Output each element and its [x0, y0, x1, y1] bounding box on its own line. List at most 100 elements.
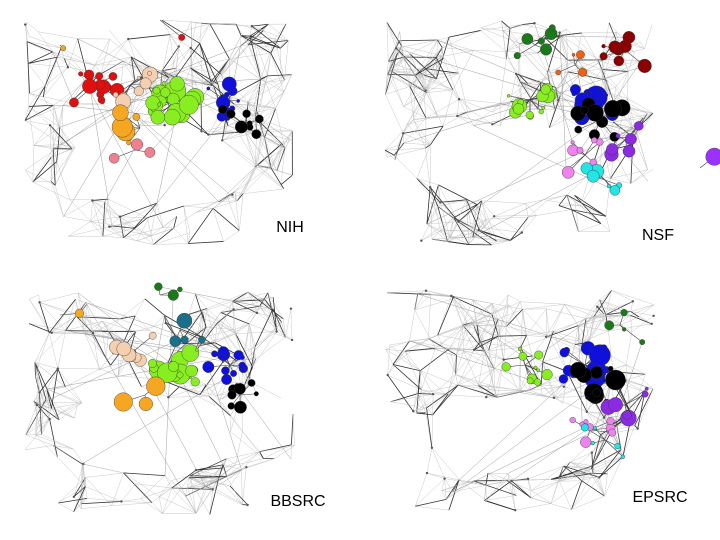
- edge: [41, 434, 74, 450]
- edge: [435, 348, 464, 352]
- edge: [502, 24, 523, 31]
- node: [541, 369, 553, 381]
- edge: [416, 144, 431, 179]
- edge: [388, 48, 397, 62]
- edge: [62, 144, 75, 148]
- edge: [630, 168, 654, 184]
- edge: [613, 113, 653, 123]
- edge: [251, 25, 281, 49]
- edge: [476, 324, 523, 357]
- edge: [51, 314, 79, 333]
- edge: [29, 294, 39, 300]
- edge: [39, 292, 79, 303]
- edge: [436, 50, 474, 58]
- edge: [385, 340, 410, 350]
- edge: [522, 304, 565, 310]
- edge: [73, 486, 86, 512]
- edge: [111, 502, 152, 506]
- edge: [494, 394, 497, 398]
- node: [525, 110, 534, 119]
- edge: [476, 325, 480, 343]
- node: [601, 44, 606, 49]
- edge: [592, 465, 605, 497]
- edge: [547, 32, 561, 73]
- edge: [206, 384, 218, 396]
- node: [180, 335, 189, 344]
- edge: [436, 78, 460, 100]
- edge: [229, 52, 271, 60]
- edge: [281, 322, 286, 338]
- edge: [83, 463, 86, 487]
- edge: [387, 147, 426, 158]
- node: [144, 147, 156, 158]
- edge: [491, 303, 499, 337]
- edge: [227, 111, 258, 126]
- edge: [491, 301, 521, 315]
- edge: [242, 357, 256, 359]
- edge: [162, 477, 190, 514]
- edge: [555, 87, 567, 119]
- edge: [403, 117, 427, 144]
- node: [420, 239, 423, 242]
- edge: [578, 325, 609, 332]
- edge: [274, 38, 281, 49]
- node: [160, 87, 171, 98]
- node: [133, 86, 144, 97]
- edge: [428, 324, 463, 339]
- node: [457, 220, 460, 223]
- edge: [463, 335, 499, 352]
- edge: [471, 480, 507, 484]
- edge: [472, 237, 497, 242]
- edge: [187, 476, 227, 489]
- edge: [417, 293, 589, 349]
- edge: [254, 308, 274, 347]
- edge: [196, 22, 210, 25]
- edge: [107, 199, 113, 227]
- node: [576, 146, 584, 154]
- edge: [257, 165, 270, 168]
- edge: [403, 39, 438, 58]
- edge: [480, 30, 506, 52]
- edge: [84, 333, 125, 341]
- edge: [409, 58, 444, 87]
- edge: [386, 22, 404, 58]
- node: [430, 446, 434, 449]
- edge: [437, 39, 474, 51]
- node: [562, 385, 566, 388]
- edge: [635, 128, 648, 170]
- edge: [29, 298, 50, 333]
- node: [221, 366, 230, 375]
- node: [596, 138, 604, 146]
- edge: [190, 43, 200, 69]
- edge: [457, 297, 469, 326]
- edge: [190, 67, 218, 85]
- node: [167, 289, 179, 301]
- edge: [249, 323, 256, 347]
- edge: [420, 347, 451, 372]
- node: [200, 130, 203, 133]
- edge: [437, 297, 454, 336]
- edge: [426, 472, 459, 481]
- edge: [102, 236, 124, 238]
- edge: [33, 392, 40, 402]
- edge: [566, 350, 586, 366]
- edge: [105, 358, 112, 366]
- node: [574, 125, 583, 134]
- edge: [426, 184, 439, 225]
- edge: [267, 74, 292, 77]
- edge: [37, 332, 50, 365]
- edge: [229, 96, 258, 118]
- node: [644, 386, 649, 391]
- edge: [592, 456, 624, 474]
- edge: [526, 308, 547, 336]
- edge: [202, 309, 234, 338]
- edge: [568, 71, 608, 81]
- edge: [248, 26, 253, 45]
- edge: [531, 490, 552, 504]
- edge: [168, 384, 207, 398]
- edge: [188, 308, 207, 315]
- edge: [473, 50, 507, 60]
- edge: [252, 346, 256, 368]
- edge: [502, 30, 579, 114]
- edge: [265, 79, 285, 83]
